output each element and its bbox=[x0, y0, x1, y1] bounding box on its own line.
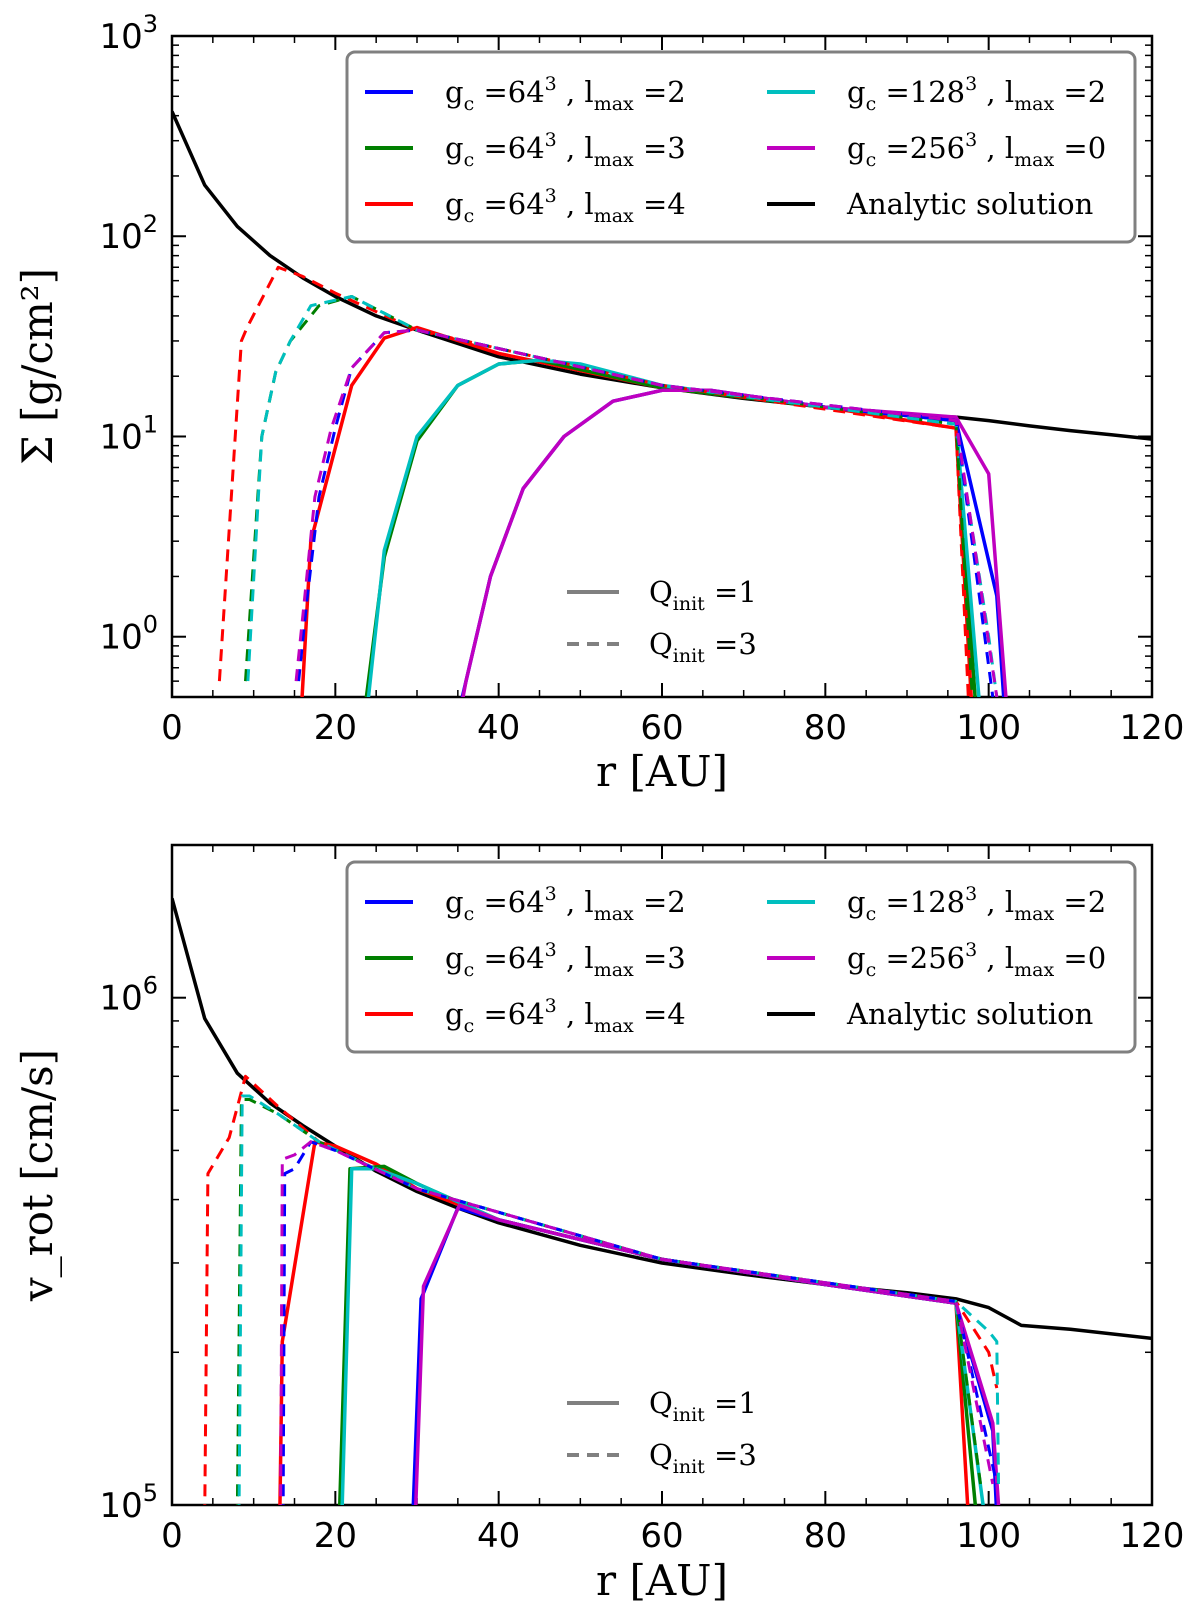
legend-entry: gc =1283 , lmax =2 bbox=[847, 73, 1106, 115]
x-tick-label: 120 bbox=[1120, 708, 1185, 748]
series-group bbox=[172, 110, 1152, 697]
legend-entry: gc =643 , lmax =3 bbox=[445, 129, 686, 171]
y-tick-label: 105 bbox=[99, 1479, 158, 1526]
x-tick-label: 60 bbox=[640, 1516, 683, 1556]
y-tick-label: 102 bbox=[99, 210, 158, 257]
series-line-g128-l2-q3 bbox=[237, 1094, 1000, 1505]
x-tick-label: 60 bbox=[640, 708, 683, 748]
series-line-g256-l0-q1 bbox=[461, 388, 1008, 697]
legend-entry: gc =643 , lmax =2 bbox=[445, 883, 686, 925]
series-line-g64-l2-q3 bbox=[281, 1140, 999, 1505]
x-axis-title: r [AU] bbox=[596, 747, 728, 796]
style-legend-entry: Qinit =1 bbox=[649, 1386, 757, 1426]
series-line-g64-l4-q3 bbox=[217, 265, 970, 697]
legend-entry: gc =643 , lmax =3 bbox=[445, 939, 686, 981]
x-tick-label: 80 bbox=[804, 1516, 847, 1556]
legend-box bbox=[345, 50, 1137, 244]
style-legend-entry: Qinit =3 bbox=[649, 627, 757, 667]
style-legend-entry: Qinit =3 bbox=[649, 1438, 757, 1478]
x-tick-label: 100 bbox=[956, 708, 1021, 748]
x-tick-label: 20 bbox=[314, 1516, 357, 1556]
legend-entry: Analytic solution bbox=[846, 997, 1093, 1031]
x-tick-label: 100 bbox=[956, 1516, 1021, 1556]
series-line-g256-l0-q3 bbox=[294, 328, 999, 697]
legend-entry: gc =2563 , lmax =0 bbox=[847, 129, 1106, 171]
legend-entry: gc =1283 , lmax =2 bbox=[847, 883, 1106, 925]
x-tick-label: 20 bbox=[314, 708, 357, 748]
x-tick-label: 80 bbox=[804, 708, 847, 748]
x-tick-label: 40 bbox=[477, 708, 520, 748]
y-tick-label: 101 bbox=[99, 410, 158, 457]
legend-entry: gc =643 , lmax =4 bbox=[445, 995, 686, 1037]
legend-entry: gc =2563 , lmax =0 bbox=[847, 939, 1106, 981]
rotation-velocity-panel: 0 20 40 60 80 100 120 105 106 r [AU] v_rot [cm/s] g… bbox=[13, 843, 1185, 1602]
series-line-g256-l0-q3 bbox=[279, 1140, 995, 1505]
legend-box bbox=[345, 860, 1137, 1054]
style-legend-entry: Qinit =1 bbox=[649, 575, 757, 615]
x-tick-label: 0 bbox=[161, 1516, 183, 1556]
legend-entry: gc =643 , lmax =2 bbox=[445, 73, 686, 115]
x-axis-title: r [AU] bbox=[596, 1556, 728, 1602]
x-tick-label: 120 bbox=[1120, 1516, 1185, 1556]
legend-entry: gc =643 , lmax =4 bbox=[445, 185, 686, 227]
series-line-analytic-solution bbox=[172, 897, 1152, 1341]
legend-entry: Analytic solution bbox=[846, 187, 1093, 221]
y-axis-title: v_rot [cm/s] bbox=[13, 1049, 62, 1302]
y-tick-label: 103 bbox=[99, 10, 158, 57]
y-axis-title: Σ [g/cm²] bbox=[13, 268, 62, 465]
surface-density-panel: 0 20 40 60 80 100 120 100 101 102 103 r [AU] Σ [g/cm… bbox=[13, 10, 1184, 796]
series-group bbox=[172, 897, 1152, 1505]
x-tick-label: 0 bbox=[161, 708, 183, 748]
y-tick-label: 100 bbox=[99, 611, 158, 658]
y-tick-label: 106 bbox=[99, 972, 158, 1019]
x-tick-label: 40 bbox=[477, 1516, 520, 1556]
